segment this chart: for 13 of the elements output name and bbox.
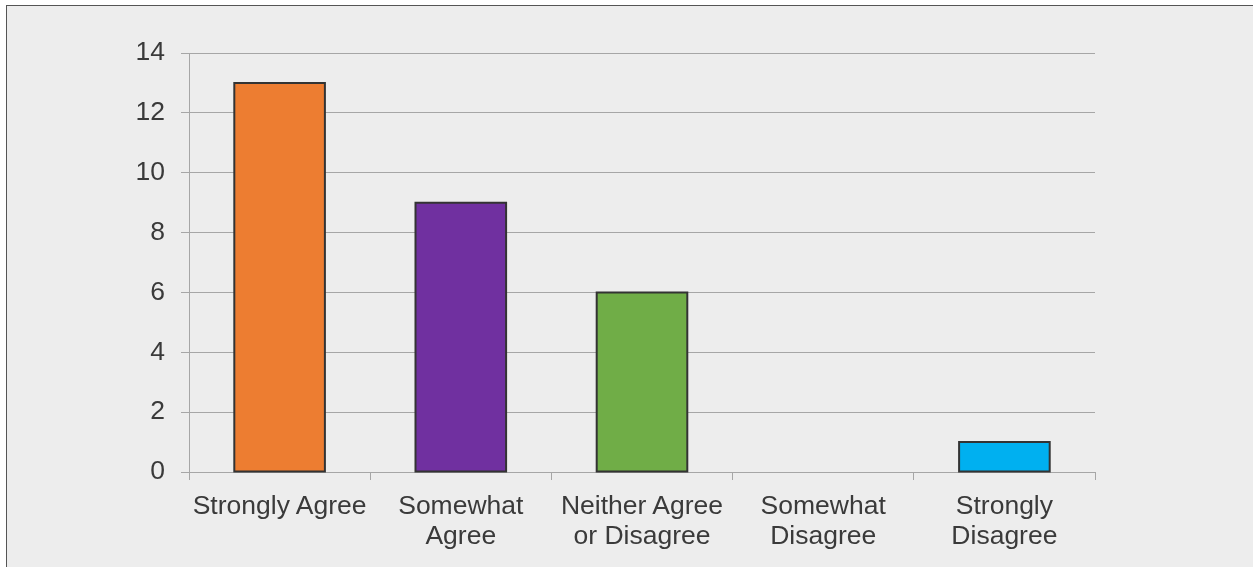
y-tick-label: 14 bbox=[135, 36, 165, 67]
y-tick-label: 0 bbox=[150, 455, 165, 486]
y-tick-label: 2 bbox=[150, 395, 165, 426]
x-tick-label: Strongly Agree bbox=[192, 490, 367, 521]
x-tick-label: Strongly Disagree bbox=[951, 490, 1058, 551]
x-tick-label: Somewhat Disagree bbox=[760, 490, 887, 551]
x-tick-label: Somewhat Agree bbox=[398, 490, 525, 551]
x-tick-label: Neither Agree or Disagree bbox=[560, 490, 724, 551]
y-tick-label: 12 bbox=[135, 96, 165, 127]
y-tick-label: 4 bbox=[150, 335, 165, 366]
y-tick-label: 6 bbox=[150, 275, 165, 306]
y-tick-label: 8 bbox=[150, 215, 165, 246]
y-tick-label: 10 bbox=[135, 156, 165, 187]
